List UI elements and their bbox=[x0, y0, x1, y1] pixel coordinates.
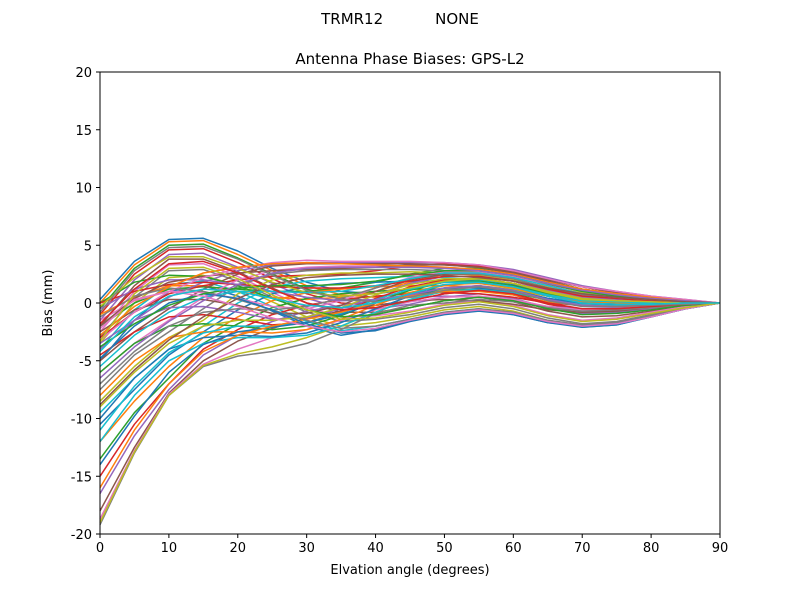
series-line bbox=[99, 290, 721, 333]
series-line bbox=[99, 298, 721, 526]
chart-title: Antenna Phase Biases: GPS-L2 bbox=[295, 50, 524, 68]
x-tick-label: 50 bbox=[436, 541, 453, 556]
series-line bbox=[99, 273, 721, 406]
y-tick-label: 15 bbox=[75, 124, 92, 139]
series-line bbox=[99, 282, 720, 396]
series-line bbox=[99, 256, 720, 308]
series-line bbox=[99, 281, 720, 353]
y-tick-label: 10 bbox=[75, 182, 92, 197]
y-axis: -20 -15 -10 -5 0 5 10 15 20 bbox=[71, 66, 100, 543]
x-axis-label: Elvation angle (degrees) bbox=[330, 563, 489, 578]
x-tick-label: 0 bbox=[96, 541, 104, 556]
y-tick-label: -5 bbox=[79, 355, 92, 370]
figure-suptitle: TRMR12 NONE bbox=[0, 10, 800, 28]
series-line bbox=[99, 295, 721, 520]
series-line bbox=[99, 245, 721, 313]
x-tick-label: 10 bbox=[161, 541, 178, 556]
x-tick-label: 40 bbox=[367, 541, 384, 556]
series-line bbox=[99, 275, 721, 304]
series-line bbox=[99, 287, 721, 330]
series-line bbox=[99, 275, 721, 345]
y-tick-label: -10 bbox=[71, 413, 92, 428]
x-tick-label: 30 bbox=[298, 541, 315, 556]
series-line bbox=[99, 261, 721, 336]
x-tick-label: 80 bbox=[643, 541, 660, 556]
series-line bbox=[99, 266, 721, 379]
series-line bbox=[99, 288, 720, 443]
y-tick-label: 5 bbox=[84, 239, 92, 254]
x-tick-label: 60 bbox=[505, 541, 522, 556]
series-line bbox=[99, 259, 721, 341]
y-tick-label: 0 bbox=[84, 297, 92, 312]
series-line bbox=[99, 262, 721, 333]
y-tick-label: -15 bbox=[71, 470, 92, 485]
series-line bbox=[99, 260, 721, 325]
antenna-name: TRMR12 bbox=[321, 10, 384, 28]
radome-name: NONE bbox=[435, 10, 479, 28]
series-line bbox=[99, 268, 721, 339]
x-tick-label: 70 bbox=[574, 541, 591, 556]
x-axis: 0 10 20 30 40 50 60 70 80 90 bbox=[96, 534, 728, 556]
series-layer bbox=[99, 237, 721, 526]
y-axis-label: Bias (mm) bbox=[41, 270, 56, 337]
series-line bbox=[99, 252, 721, 321]
x-tick-label: 20 bbox=[230, 541, 247, 556]
series-line bbox=[99, 269, 721, 348]
series-line bbox=[99, 266, 721, 342]
x-tick-label: 90 bbox=[712, 541, 729, 556]
y-tick-label: 20 bbox=[75, 66, 92, 81]
series-line bbox=[99, 281, 720, 431]
y-tick-label: -20 bbox=[71, 528, 92, 543]
